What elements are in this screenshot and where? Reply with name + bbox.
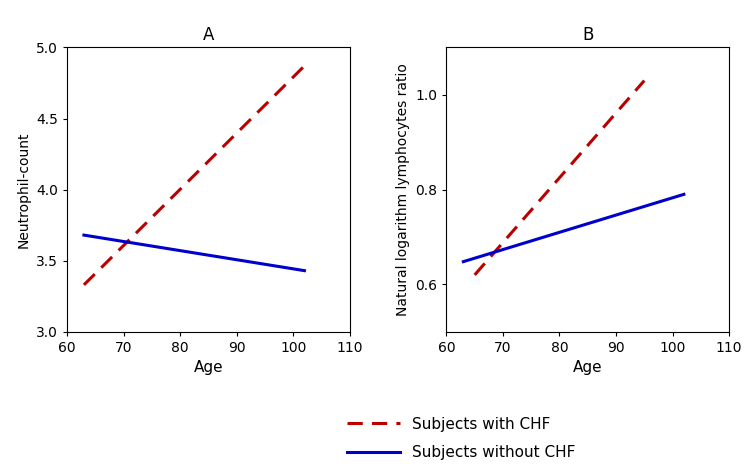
Legend: Subjects with CHF, Subjects without CHF: Subjects with CHF, Subjects without CHF [341,410,582,466]
Title: B: B [582,27,594,45]
X-axis label: Age: Age [573,360,603,375]
Y-axis label: Natural logarithm lymphocytes ratio: Natural logarithm lymphocytes ratio [396,63,410,316]
Y-axis label: Neutrophil-count: Neutrophil-count [16,131,31,248]
Title: A: A [202,27,214,45]
X-axis label: Age: Age [193,360,223,375]
